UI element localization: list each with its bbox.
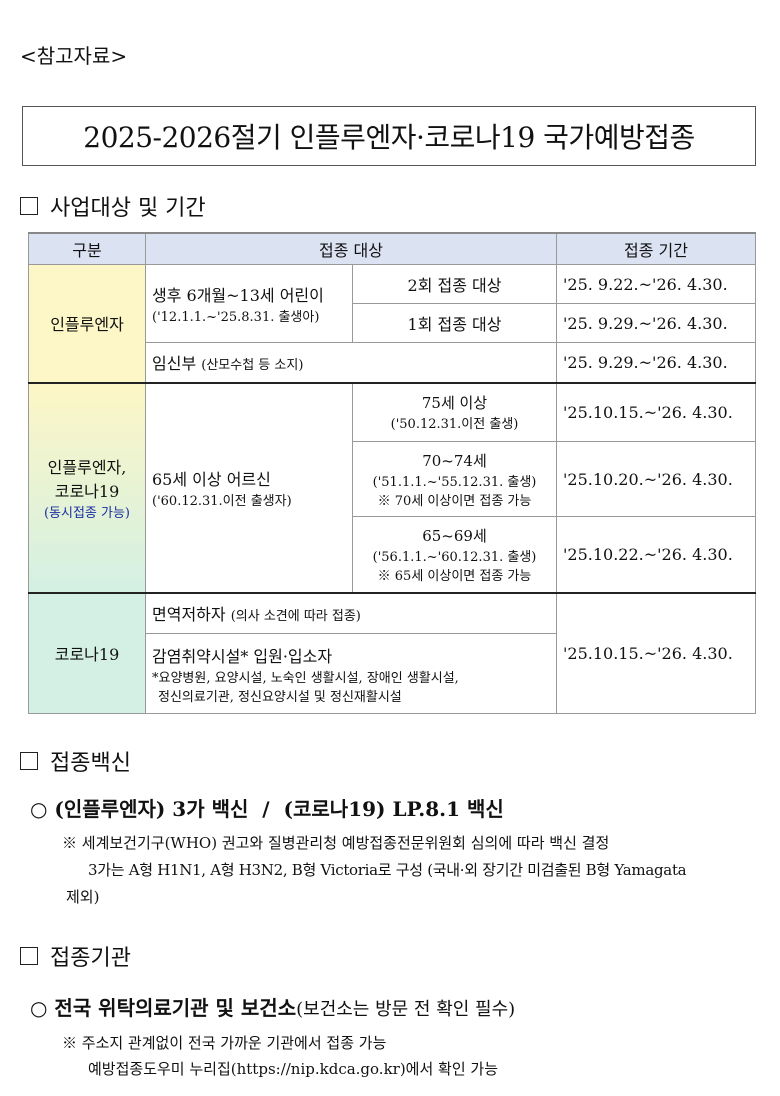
section-target-period: 사업대상 및 기간 (20, 190, 206, 222)
pregnant-target: 임신부 (152, 354, 197, 374)
age-65-birth: ('56.1.1.~'60.12.31. 출생) (372, 549, 537, 565)
age-65-note: ※ 65세 이상이면 접종 가능 (377, 568, 532, 584)
age-75-birth: ('50.12.31.이전 출생) (390, 417, 519, 433)
category-line-2: 코로나19 (54, 482, 120, 501)
age-70-note: ※ 70세 이상이면 접종 가능 (377, 493, 532, 509)
section-heading: 접종백신 (50, 751, 131, 776)
vaccination-table: 구분 접종 대상 접종 기간 인플루엔자 생후 6개월~13세 어린이 ('12.… (28, 232, 756, 714)
facility-note-1: *요양병원, 요양시설, 노숙인 생활시설, 장애인 생활시설, (152, 670, 459, 686)
institution-main: ○ 전국 위탁의료기관 및 보건소 (30, 996, 297, 1020)
pregnant-period: '25. 9.29.~'26. 4.30. (556, 342, 756, 383)
category-line-1: 인플루엔자, (47, 458, 127, 477)
page-title: 2025-2026절기 인플루엔자·코로나19 국가예방접종 (22, 106, 756, 166)
square-bullet-icon (20, 197, 38, 215)
vaccine-note-3: 제외) (66, 888, 100, 906)
age-70-period: '25.10.20.~'26. 4.30. (556, 441, 756, 517)
section-vaccine: 접종백신 (20, 745, 131, 777)
section-institution: 접종기관 (20, 940, 131, 972)
section-heading: 접종기관 (50, 946, 131, 971)
institution-note: (보건소는 방문 전 확인 필수) (296, 999, 516, 1020)
vaccine-note-2: 3가는 A형 H1N1, A형 H3N2, B형 Victoria로 구성 (국… (88, 861, 687, 879)
category-flu: 인플루엔자 (28, 264, 146, 383)
vaccine-note-1: ※ 세계보건기구(WHO) 권고와 질병관리청 예방접종전문위원회 심의에 따라… (62, 834, 610, 852)
age-70-birth: ('51.1.1.~'55.12.31. 출생) (372, 474, 537, 490)
age-65-period: '25.10.22.~'26. 4.30. (556, 516, 756, 593)
immuno-note: (의사 소견에 따라 접종) (230, 609, 361, 625)
age-65-label: 65~69세 (422, 526, 487, 545)
one-dose-target: 1회 접종 대상 (352, 303, 557, 343)
covid-period: '25.10.15.~'26. 4.30. (556, 591, 756, 714)
institution-bullet: ○ 전국 위탁의료기관 및 보건소(보건소는 방문 전 확인 필수) (30, 992, 515, 1021)
facility-target: 감염취약시설* 입원·입소자 (152, 646, 333, 666)
category-covid: 코로나19 (28, 591, 146, 714)
elder-birth-range: ('60.12.31.이전 출생자) (152, 494, 292, 509)
header-target: 접종 대상 (145, 232, 557, 265)
two-dose-period: '25. 9.22.~'26. 4.30. (556, 264, 756, 304)
age-75-period: '25.10.15.~'26. 4.30. (556, 381, 756, 442)
child-birth-range: ('12.1.1.~'25.8.31. 출생아) (152, 310, 320, 325)
facility-note-2: 정신의료기관, 정신요양시설 및 정신재활시설 (158, 689, 402, 705)
pregnant-note: (산모수첩 등 소지) (201, 358, 304, 374)
age-75-label: 75세 이상 (421, 394, 488, 413)
header-period: 접종 기간 (556, 232, 756, 265)
vaccine-bullet: ○ (인플루엔자) 3가 백신 / (코로나19) LP.8.1 백신 (30, 797, 504, 821)
one-dose-period: '25. 9.29.~'26. 4.30. (556, 303, 756, 343)
square-bullet-icon (20, 947, 38, 965)
header-category: 구분 (28, 232, 146, 265)
age-70-label: 70~74세 (422, 451, 487, 470)
section-heading: 사업대상 및 기간 (50, 196, 206, 221)
institution-note-1: ※ 주소지 관계없이 전국 가까운 기관에서 접종 가능 (62, 1034, 387, 1052)
reference-label: <참고자료> (20, 44, 128, 68)
square-bullet-icon (20, 752, 38, 770)
institution-note-2: 예방접종도우미 누리집(https://nip.kdca.go.kr)에서 확인… (88, 1060, 499, 1078)
elder-target: 65세 이상 어르신 (152, 470, 271, 489)
child-target: 생후 6개월~13세 어린이 (152, 286, 324, 305)
two-dose-target: 2회 접종 대상 (352, 264, 557, 304)
category-flu-covid: 인플루엔자, 코로나19 (동시접종 가능) (28, 381, 146, 593)
simultaneous-note: (동시접종 가능) (43, 506, 131, 521)
immuno-target: 면역저하자 (152, 605, 226, 625)
